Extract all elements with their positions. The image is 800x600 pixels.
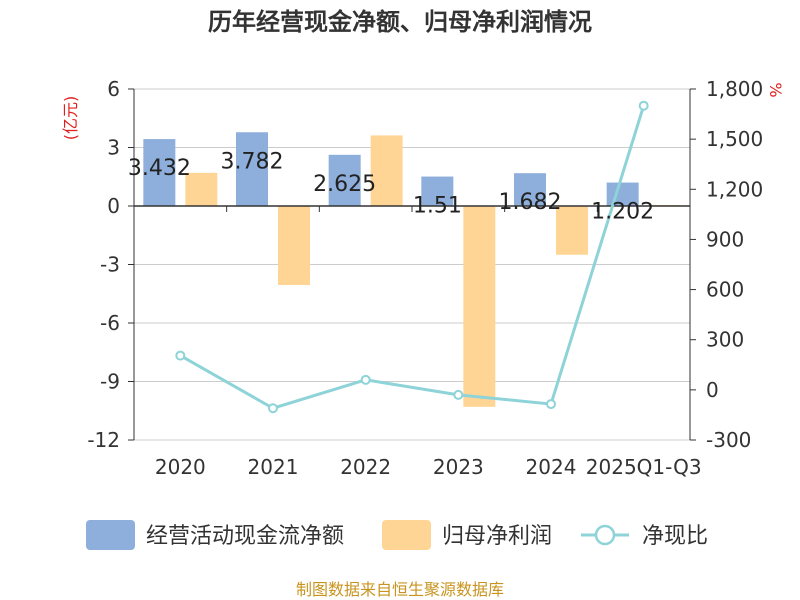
legend-swatch-cashflow [86,520,135,550]
right-tick-label: 0 [706,378,719,402]
profit-bar [185,172,218,206]
right-tick-label: 1,200 [706,177,763,201]
category-label: 2022 [340,455,391,479]
right-tick-label: 900 [706,227,744,251]
profit-bar [370,135,403,206]
right-tick-label: -300 [706,428,751,452]
cashflow-bar [421,176,454,206]
cashflow-bar-label: 1.682 [499,190,562,215]
cashflow-bar [514,173,546,206]
cashflow-bar-label: 1.51 [413,194,462,219]
chart-title: 历年经营现金净额、归母净利润情况 [208,8,592,36]
bar-labels: 3.432 3.782 2.625 1.51 1.682 1.202 [128,149,654,224]
legend-label-ratio[interactable]: 净现比 [642,524,708,549]
cashflow-bar-label: 3.782 [221,149,284,174]
left-tick-label: 0 [107,194,120,218]
right-axis-unit: % [766,82,785,97]
legend-label-cashflow[interactable]: 经营活动现金流净额 [146,524,344,549]
ratio-point [638,100,649,111]
left-axis-unit: (亿元) [61,96,80,141]
source-note: 制图数据来自恒生聚源数据库 [296,580,504,599]
left-tick-label: -9 [100,370,120,394]
category-label: 2025Q1-Q3 [586,455,702,479]
category-label: 2021 [248,455,299,479]
cashflow-bar [328,154,361,206]
ratio-point [453,389,464,400]
ratio-point [268,403,278,414]
ratio-point [546,399,556,410]
left-tick-label: -3 [100,253,120,277]
cashflow-bar-label: 2.625 [313,172,376,197]
cashflow-bar-label: 1.202 [591,200,654,225]
category-label: 2020 [155,455,206,479]
cashflow-bar [143,139,176,206]
right-tick-label: 1,500 [706,127,763,151]
ratio-line [175,100,649,414]
left-tick-label: 6 [107,77,120,101]
left-tick-label: 3 [107,136,120,160]
ratio-point [360,374,371,385]
ratio-line-path [179,105,646,410]
right-tick-label: 300 [706,328,744,352]
left-tick-label: -6 [100,311,120,335]
legend-label-profit[interactable]: 归母净利润 [442,524,552,549]
tick-labels: 6 3 0 -3 -6 -9 -12 1,800 1,500 1,200 900 600 300 0 -30… [87,77,763,479]
right-tick-label: 600 [706,278,744,302]
right-tick-label: 1,800 [706,77,763,101]
legend-swatch-profit [382,520,431,550]
cashflow-bar-label: 3.432 [128,156,191,181]
axes [128,88,696,441]
legend[interactable]: 经营活动现金流净额 归母净利润 净现比 [86,520,708,550]
left-tick-label: -12 [87,428,120,452]
profit-bar [278,206,310,285]
cashflow-bar [236,132,268,206]
bars [143,132,681,407]
category-label: 2024 [526,455,577,479]
profit-bar [556,206,588,255]
profit-bar [463,206,496,407]
ratio-point [175,350,186,361]
legend-swatch-ratio-marker [594,524,616,546]
category-label: 2023 [433,455,484,479]
